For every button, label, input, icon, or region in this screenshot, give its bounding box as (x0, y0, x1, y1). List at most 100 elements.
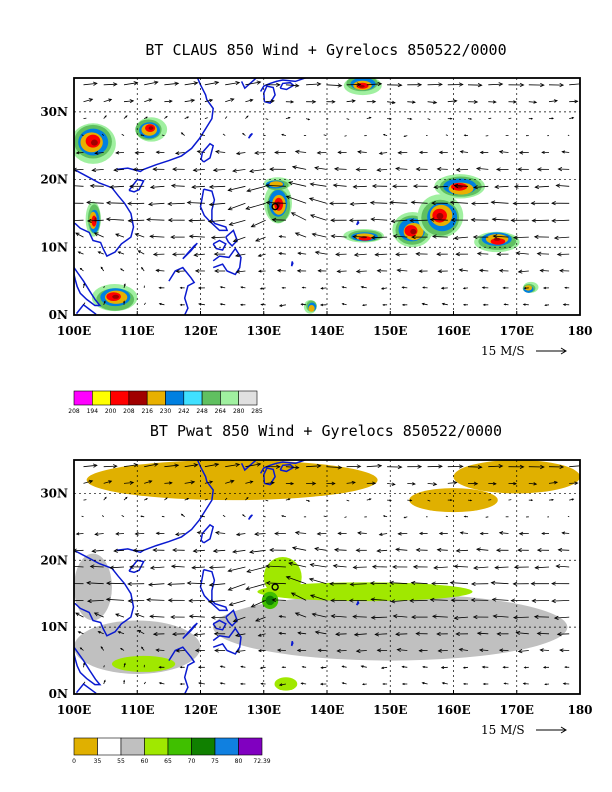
wind-arrow-shaft (479, 269, 489, 272)
wind-arrow (539, 648, 550, 652)
wind-arrow (105, 581, 125, 586)
wind-arrow (476, 251, 489, 256)
wind-arrow (498, 531, 509, 535)
wind-arrow-head (257, 633, 262, 637)
wind-arrow (167, 201, 185, 206)
wind-arrow (475, 547, 489, 552)
wind-arrow (422, 286, 428, 289)
wind-arrow (528, 464, 545, 470)
wind-arrow-head (145, 498, 148, 500)
wind-arrow-head (309, 182, 315, 187)
wind-arrow (271, 217, 286, 222)
wind-arrow-head (450, 117, 453, 120)
wind-arrow-head (278, 235, 283, 239)
wind-arrow-shaft (245, 99, 253, 103)
wind-arrow (123, 115, 128, 119)
wind-arrow-shaft (467, 466, 482, 468)
wind-arrow-head (372, 99, 377, 104)
wind-arrow-shaft (215, 532, 226, 534)
wind-arrow-head (269, 547, 274, 553)
wind-arrow-head (132, 548, 138, 553)
wind-arrow-head (213, 251, 219, 257)
wind-arrow-head (389, 200, 394, 205)
wind-arrow (534, 565, 550, 570)
wind-arrow-shaft (488, 83, 503, 86)
wind-arrow (481, 665, 489, 669)
wind-arrow-shaft (164, 82, 179, 86)
wind-arrow (200, 134, 205, 136)
wind-arrow (569, 481, 579, 485)
moist-band (74, 553, 112, 621)
wind-arrow-head (309, 214, 315, 219)
wind-arrow (204, 80, 220, 86)
wind-arrow-shaft (204, 498, 208, 501)
wind-arrow (450, 217, 469, 223)
wind-arrow (225, 462, 241, 468)
wind-arrow (134, 531, 145, 536)
wind-arrow (355, 167, 367, 172)
wind-arrow-head (498, 268, 504, 273)
wind-arrow-head (519, 82, 525, 88)
wind-arrow-shaft (326, 466, 342, 468)
wind-arrow (508, 499, 512, 501)
wind-arrow-head (335, 632, 340, 637)
wind-arrow (254, 531, 266, 537)
wind-arrow (269, 167, 286, 172)
wind-arrow (476, 631, 489, 636)
colorbar-label: 208 (68, 408, 80, 415)
wind-arrow-head (155, 531, 160, 536)
wind-arrow (389, 580, 408, 585)
wind-arrow-shaft (272, 599, 286, 601)
wind-arrow-head (409, 117, 413, 120)
wind-arrow-head (473, 185, 478, 190)
wind-arrow (255, 616, 266, 622)
wind-arrow-head (100, 266, 103, 270)
pwat-contour (257, 582, 473, 602)
wind-arrow (518, 531, 529, 536)
wind-arrow-head (79, 647, 83, 650)
wind-arrow (276, 648, 286, 652)
wind-arrow-shaft (74, 600, 84, 602)
wind-arrow-head (341, 286, 345, 289)
wind-arrow-head (167, 582, 172, 587)
coastline (74, 646, 102, 686)
wind-arrow-head (265, 183, 270, 188)
wind-arrow-shaft (118, 251, 125, 255)
wind-arrow (445, 515, 448, 518)
wind-arrow-head (409, 218, 414, 223)
wind-arrow (161, 515, 165, 518)
wind-arrow (123, 283, 126, 289)
wind-arrow (86, 218, 104, 223)
wind-arrow (103, 496, 107, 501)
wind-arrow-head (542, 286, 546, 290)
wind-arrow-head (297, 631, 302, 635)
wind-arrow-shaft (144, 98, 152, 103)
wind-arrow (278, 615, 286, 619)
wind-arrow-shaft (393, 615, 408, 618)
wind-arrow-head (341, 682, 345, 685)
grid-lines (74, 460, 580, 694)
wind-arrow-shaft (146, 219, 165, 221)
wind-arrow-shaft (92, 169, 104, 171)
wind-arrow (382, 303, 388, 306)
wind-arrow-shaft (184, 99, 195, 103)
wind-arrow-head (227, 187, 233, 192)
wind-arrow (326, 481, 336, 486)
wind-arrow (175, 649, 185, 653)
wind-arrow (140, 134, 145, 137)
wind-arrow-shaft (225, 480, 234, 484)
wind-arrow (306, 99, 317, 104)
wind-arrow (544, 683, 550, 686)
wind-arrow-shaft (246, 185, 266, 192)
wind-arrow-head (374, 252, 380, 257)
wind-arrow-head (397, 531, 402, 536)
wind-arrow-shaft (427, 101, 437, 104)
wind-arrow-shaft (83, 117, 87, 119)
wind-arrow-shaft (552, 600, 570, 602)
wind-arrow (254, 150, 266, 155)
wind-arrow (291, 165, 307, 170)
wind-arrow-shaft (106, 218, 125, 221)
wind-arrow (219, 665, 226, 668)
wind-arrow-shaft (456, 549, 469, 552)
wind-arrow-head (559, 464, 565, 470)
